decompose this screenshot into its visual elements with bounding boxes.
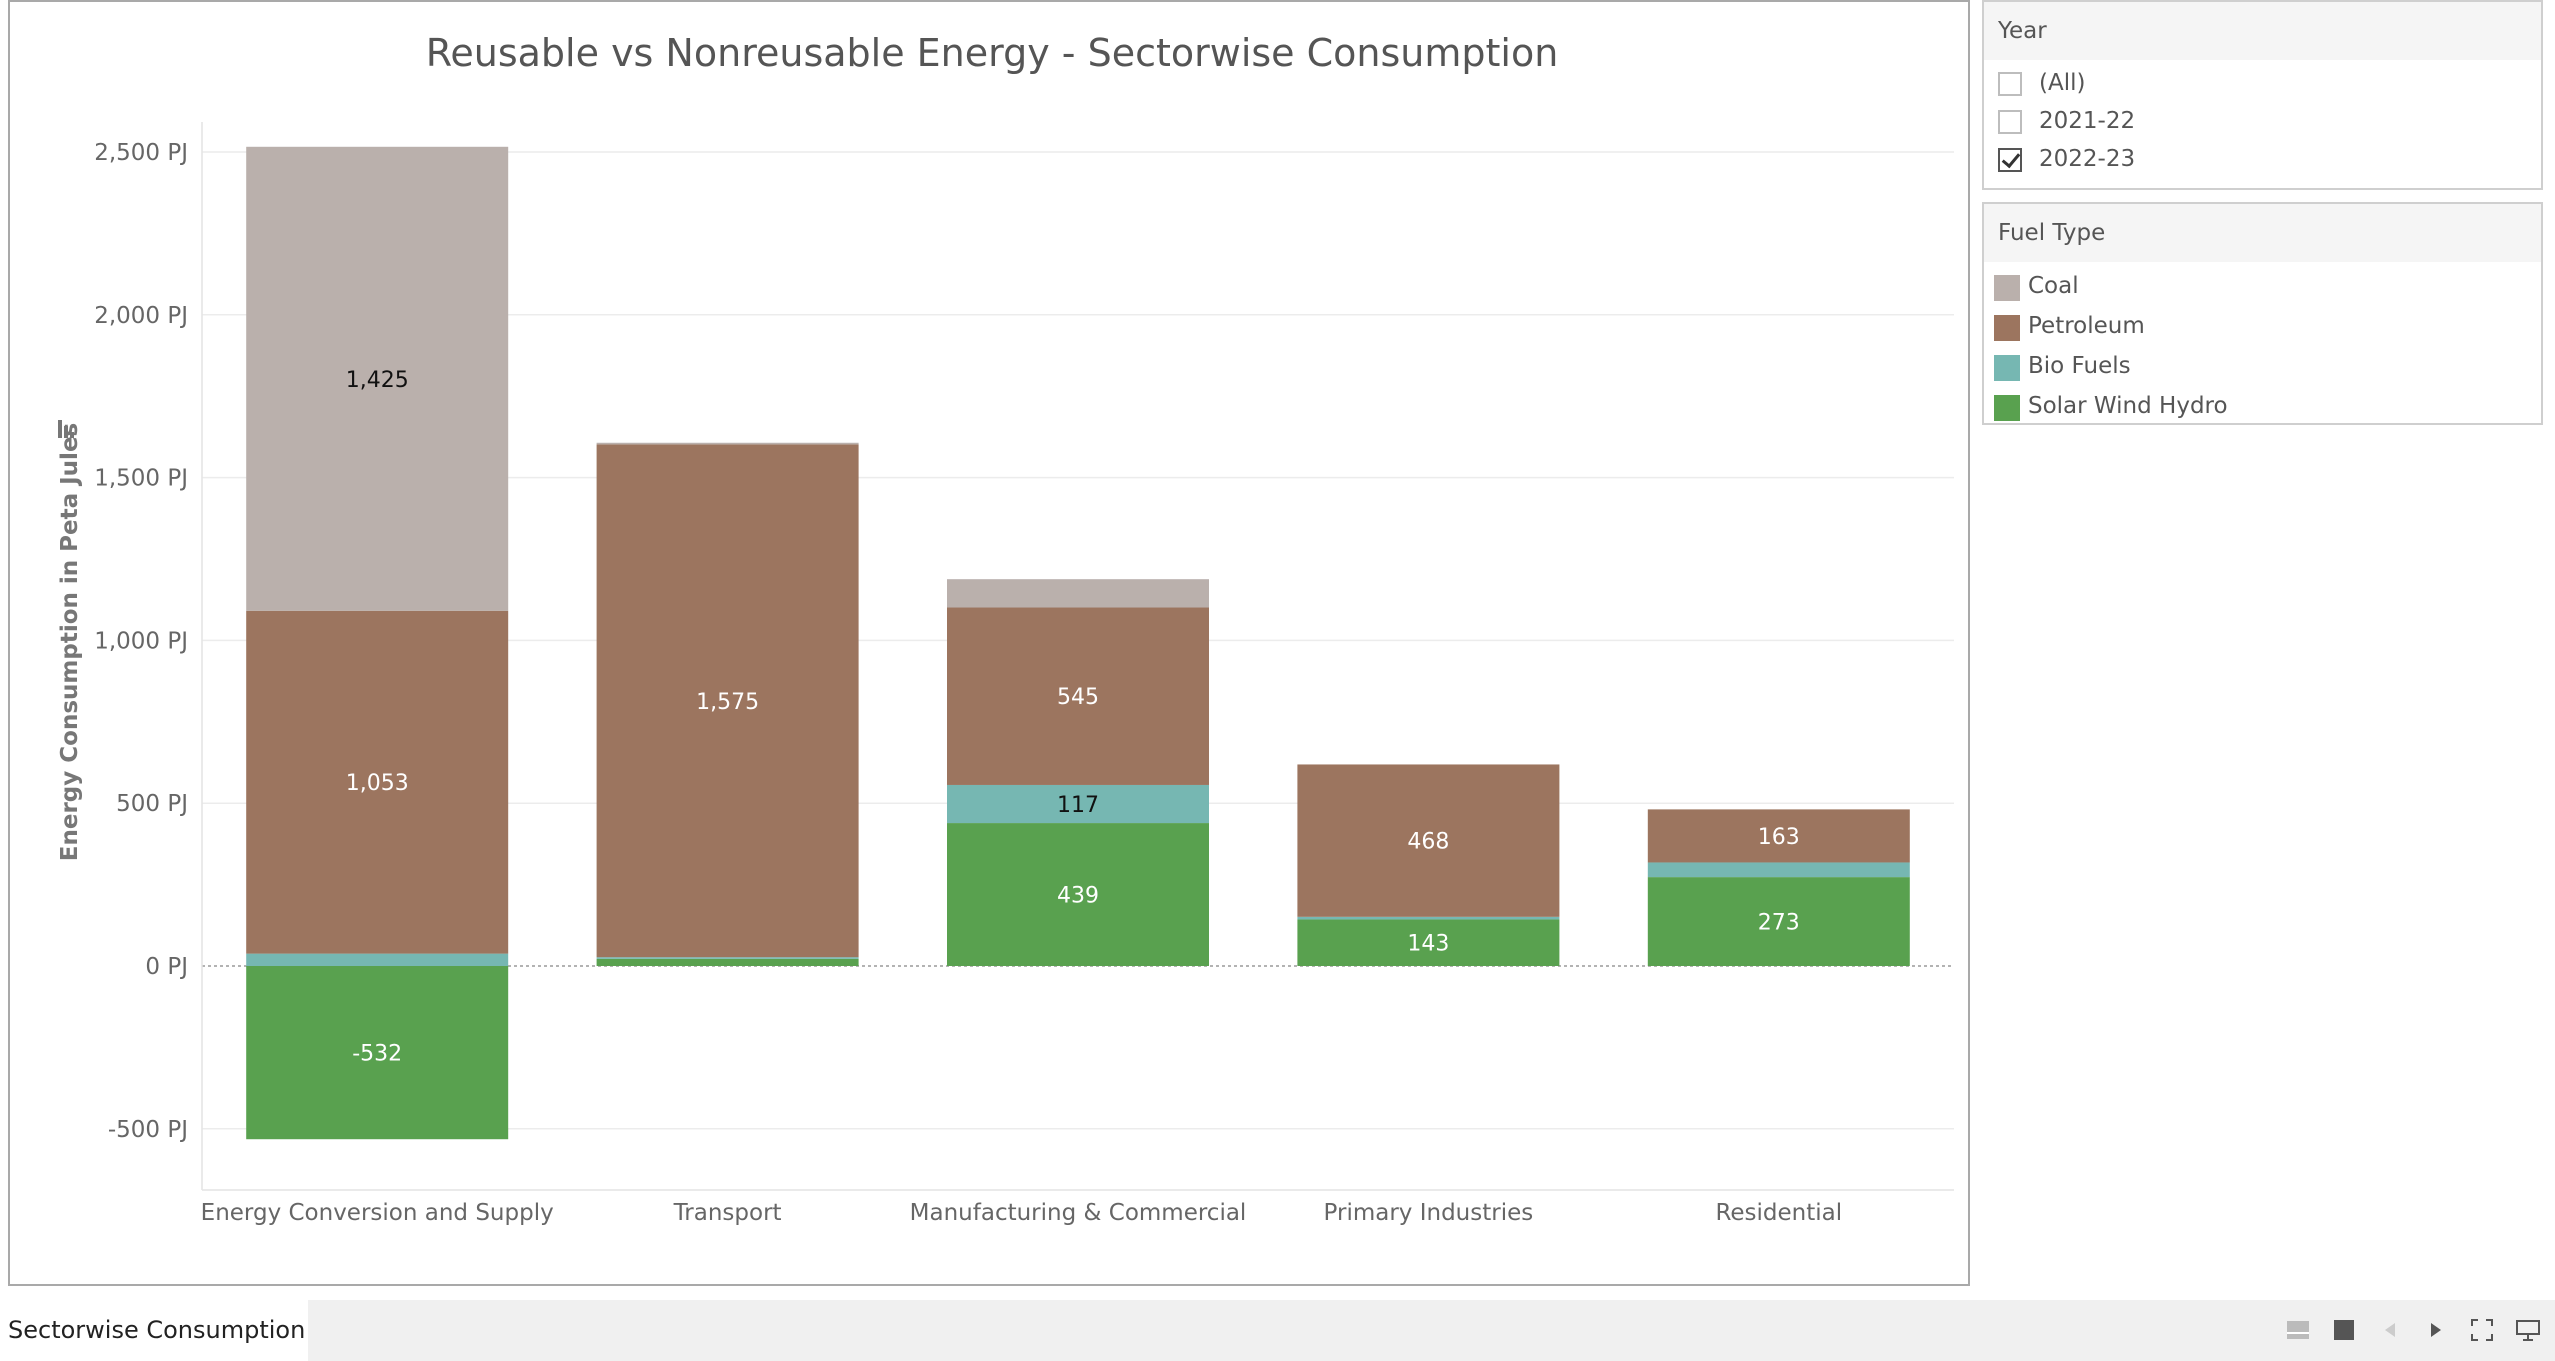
- view-controls: [2285, 1316, 2541, 1344]
- bar-segment-coal: [596, 442, 859, 445]
- fuel-type-legend: Fuel Type Coal Petroleum Bio Fuels Solar Wi…: [1982, 202, 2543, 425]
- legend-label: Bio Fuels: [2028, 353, 2131, 379]
- bar-segment-bio-fuels: [246, 953, 509, 966]
- year-option[interactable]: 2021-22: [1984, 102, 2541, 140]
- data-label: 143: [1407, 932, 1449, 957]
- legend-label: Petroleum: [2028, 313, 2145, 339]
- bar-segment-bio-fuels: [1297, 916, 1560, 920]
- bar-segment-bio-fuels: [947, 784, 1209, 824]
- bar-segment-petroleum: [596, 444, 859, 958]
- legend-swatch: [1994, 395, 2020, 421]
- legend-swatch: [1994, 315, 2020, 341]
- year-option[interactable]: 2022-23: [1984, 140, 2541, 178]
- data-label: 439: [1057, 884, 1099, 909]
- bar-segment-solar-wind-hydro: [1297, 919, 1560, 966]
- data-label: -532: [352, 1042, 402, 1067]
- fullscreen-icon[interactable]: [2469, 1316, 2495, 1344]
- y-tick-label: 500 PJ: [116, 791, 188, 817]
- legend-swatch: [1994, 355, 2020, 381]
- chart[interactable]: Reusable vs Nonreusable Energy - Sectorw…: [10, 2, 1968, 1284]
- data-label: 1,053: [346, 771, 409, 796]
- y-tick-label: 0 PJ: [145, 954, 188, 980]
- bottom-bar: Sectorwise Consumption: [0, 1300, 2555, 1361]
- sort-icon[interactable]: [58, 420, 74, 438]
- bar-segment-petroleum: [947, 607, 1209, 785]
- data-label: 117: [1057, 793, 1099, 818]
- y-tick-label: 2,500 PJ: [94, 140, 188, 166]
- bar-segment-coal: [947, 579, 1209, 608]
- legend-label: Coal: [2028, 273, 2079, 299]
- legend-item[interactable]: Coal: [1984, 266, 2541, 306]
- year-checkbox[interactable]: [1998, 110, 2022, 134]
- legend-item[interactable]: Solar Wind Hydro: [1984, 386, 2541, 426]
- x-category-label: Primary Industries: [1324, 1200, 1534, 1226]
- next-icon[interactable]: [2423, 1316, 2449, 1344]
- data-label: 273: [1758, 911, 1800, 936]
- year-option-label: (All): [2039, 70, 2086, 96]
- legend-item[interactable]: Bio Fuels: [1984, 346, 2541, 386]
- check-icon: [2001, 148, 2021, 169]
- year-checkbox[interactable]: [1998, 72, 2022, 96]
- legend-swatch: [1994, 275, 2020, 301]
- bar-segment-petroleum: [1647, 809, 1910, 863]
- y-tick-label: 2,000 PJ: [94, 303, 188, 329]
- bar-segment-coal: [246, 146, 509, 611]
- y-axis-title: Energy Consumption in Peta Jules: [57, 423, 83, 861]
- bar-segment-solar-wind-hydro: [246, 966, 509, 1140]
- legend-item[interactable]: Petroleum: [1984, 306, 2541, 346]
- fuel-type-legend-title: Fuel Type: [1984, 204, 2541, 262]
- data-label: 1,575: [696, 690, 759, 715]
- x-category-label: Residential: [1715, 1200, 1842, 1226]
- year-option-label: 2022-23: [2039, 146, 2136, 172]
- bar-segment-petroleum: [1297, 764, 1560, 917]
- x-category-label: Energy Conversion and Supply: [201, 1200, 554, 1226]
- data-label: 1,425: [346, 368, 409, 393]
- grid-view-icon[interactable]: [2285, 1316, 2311, 1344]
- x-category-label: Manufacturing & Commercial: [910, 1200, 1247, 1226]
- chart-title: Reusable vs Nonreusable Energy - Sectorw…: [426, 31, 1559, 75]
- single-view-icon[interactable]: [2331, 1316, 2357, 1344]
- year-filter-title: Year: [1984, 2, 2541, 60]
- data-label: 545: [1057, 685, 1099, 710]
- bar-segment-bio-fuels: [1647, 862, 1910, 878]
- data-label: 163: [1758, 825, 1800, 850]
- sheet-tab-sectorwise-consumption[interactable]: Sectorwise Consumption: [0, 1300, 308, 1361]
- bar-segment-petroleum: [246, 610, 509, 954]
- year-option-label: 2021-22: [2039, 108, 2136, 134]
- year-filter: Year (All) 2021-22 2022-23: [1982, 0, 2543, 190]
- bar-segment-solar-wind-hydro: [596, 958, 859, 966]
- bar-segment-bio-fuels: [596, 957, 859, 959]
- y-tick-label: 1,000 PJ: [94, 628, 188, 654]
- year-checkbox[interactable]: [1998, 148, 2022, 172]
- bar-segment-solar-wind-hydro: [947, 823, 1209, 966]
- data-label: 468: [1407, 830, 1449, 855]
- x-category-label: Transport: [673, 1200, 782, 1226]
- legend-label: Solar Wind Hydro: [2028, 393, 2228, 419]
- bar-segment-solar-wind-hydro: [1647, 877, 1910, 966]
- y-tick-label: 1,500 PJ: [94, 466, 188, 492]
- year-option[interactable]: (All): [1984, 64, 2541, 102]
- y-tick-label: -500 PJ: [108, 1117, 188, 1143]
- previous-icon[interactable]: [2377, 1316, 2403, 1344]
- chart-panel: Reusable vs Nonreusable Energy - Sectorw…: [8, 0, 1970, 1286]
- present-icon[interactable]: [2515, 1316, 2541, 1344]
